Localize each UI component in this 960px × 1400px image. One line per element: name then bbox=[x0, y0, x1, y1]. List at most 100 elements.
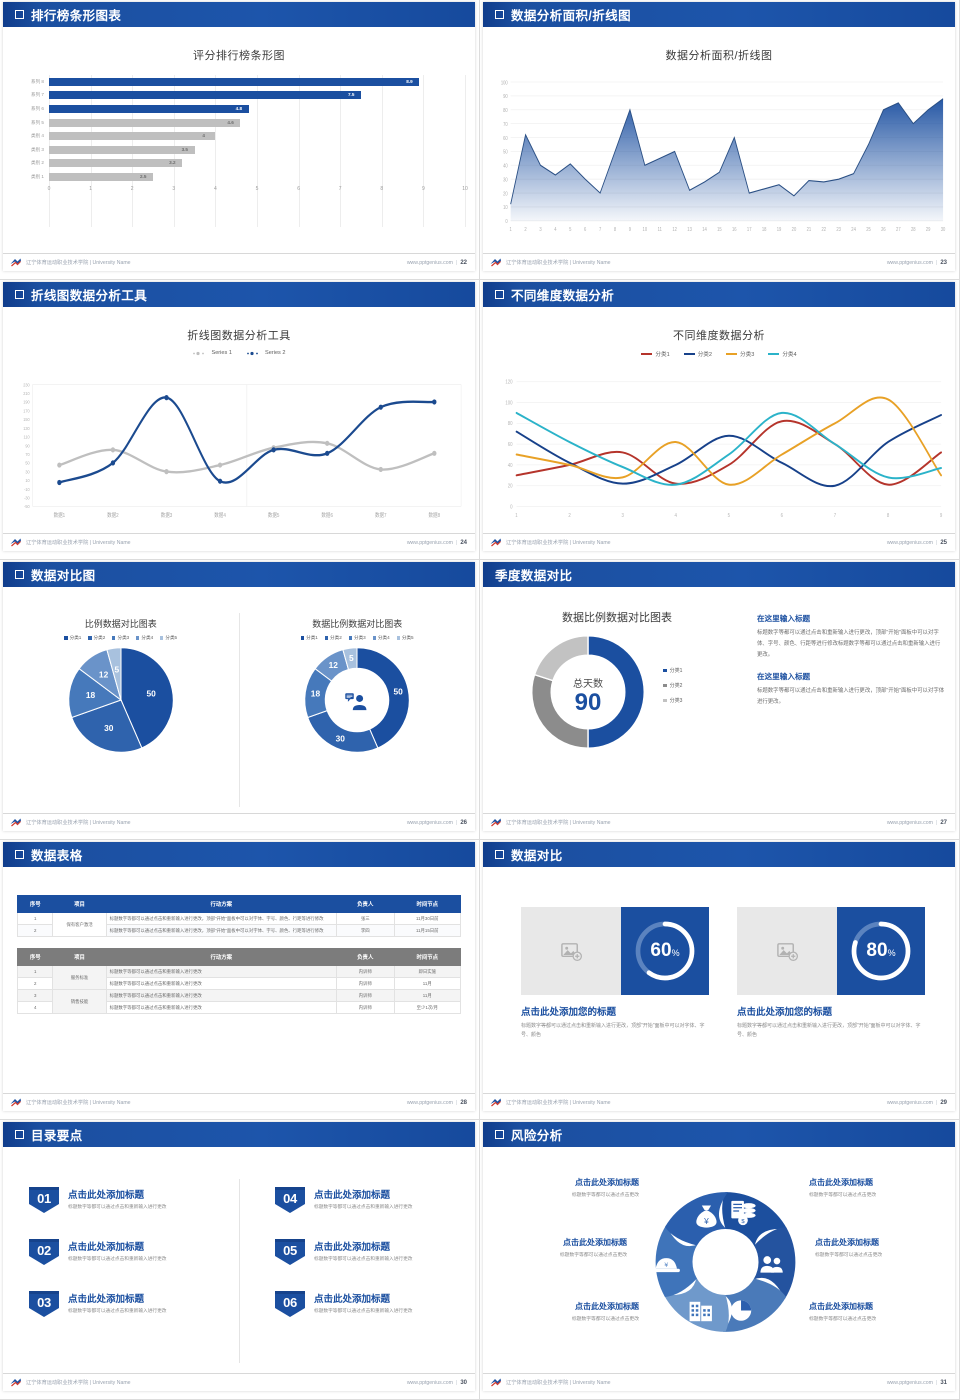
pie-slice[interactable] bbox=[356, 647, 411, 749]
risk-item[interactable]: 点击此处添加标题 标题数字等都可以通过点击更改 bbox=[509, 1301, 639, 1322]
pinwheel-segment[interactable] bbox=[664, 1192, 728, 1246]
footer-site[interactable]: www.pptgenius.com bbox=[886, 819, 933, 826]
pie-slice[interactable] bbox=[120, 647, 174, 749]
legend-marker bbox=[247, 351, 258, 355]
legend-item[interactable]: 分类1 bbox=[663, 667, 682, 674]
series-point bbox=[57, 462, 62, 468]
catalog-item[interactable]: 02 点击此处添加标题 标题数字等都可以通过点击和重新输入进行更改 bbox=[29, 1239, 229, 1265]
footer-site[interactable]: www.pptgenius.com bbox=[406, 1099, 453, 1106]
slide-header-title: 折线图数据分析工具 bbox=[31, 289, 148, 303]
footer-site[interactable]: www.pptgenius.com bbox=[406, 819, 453, 826]
axis-tick: 29 bbox=[926, 226, 931, 233]
legend-item[interactable]: 分类4 bbox=[768, 350, 797, 358]
risk-item[interactable]: 点击此处添加标题 标题数字等都可以通过点击更改 bbox=[509, 1177, 639, 1198]
footer-site[interactable]: www.pptgenius.com bbox=[406, 539, 453, 546]
axis-tick: 70 bbox=[503, 121, 508, 128]
pie-slice[interactable] bbox=[67, 667, 122, 719]
legend-item[interactable]: 分类5 bbox=[160, 635, 177, 641]
logo-icon bbox=[10, 538, 21, 547]
legend-item[interactable]: 分类4 bbox=[136, 635, 153, 641]
table-row: 1 服务标准 标题数字等都可以通过点击和重新输入进行更改 内训师 即日实施 bbox=[16, 965, 462, 990]
legend-item[interactable]: 分类1 bbox=[64, 635, 81, 641]
bar-value: 3.2 bbox=[169, 160, 176, 166]
risk-item[interactable]: 点击此处添加标题 标题数字等都可以通过点击更改 bbox=[809, 1177, 939, 1198]
bar-fill bbox=[49, 104, 249, 113]
catalog-number: 04 bbox=[283, 1191, 297, 1206]
legend-item[interactable]: 分类2 bbox=[88, 635, 105, 641]
progress-ring-block: 60% bbox=[621, 907, 709, 995]
risk-title: 点击此处添加标题 bbox=[809, 1178, 873, 1187]
bar-track: 4.6 bbox=[49, 118, 465, 127]
pie-slice[interactable] bbox=[70, 699, 143, 753]
slide-catalog: 目录要点 01 点击此处添加标题 标题数字等都可以通过点击和重新输入进行更改 02 点击… bbox=[0, 1120, 480, 1400]
series-point bbox=[378, 466, 383, 473]
footer-separator: | bbox=[935, 819, 938, 826]
legend-item[interactable]: Series 2 bbox=[246, 350, 286, 356]
svg-text:$: $ bbox=[741, 1219, 745, 1225]
footer-site[interactable]: www.pptgenius.com bbox=[886, 259, 933, 266]
axis-tick: 60 bbox=[503, 135, 508, 142]
legend-item[interactable]: 分类4 bbox=[372, 635, 390, 641]
legend-item[interactable]: 分类3 bbox=[112, 635, 129, 641]
catalog-desc: 标题数字等都可以通过点击和重新输入进行更改 bbox=[314, 1308, 413, 1313]
slide-header-title: 数据表格 bbox=[31, 849, 83, 863]
compare-card[interactable]: 80% 点击此处添加您的标题 标题数字等都可以通过点击和重新输入进行更改，顶部"… bbox=[737, 907, 927, 1041]
cell-owner: 内训师 bbox=[335, 977, 395, 990]
grid-line bbox=[381, 75, 383, 227]
legend-item[interactable]: 分类1 bbox=[300, 635, 318, 641]
footer-site[interactable]: www.pptgenius.com bbox=[406, 259, 453, 266]
donut-slice[interactable] bbox=[533, 635, 589, 682]
pie-slice[interactable] bbox=[307, 709, 379, 753]
legend-item[interactable]: 分类3 bbox=[348, 635, 366, 641]
pie-slice[interactable] bbox=[106, 647, 122, 701]
legend-label: 分类3 bbox=[117, 635, 130, 640]
image-placeholder[interactable] bbox=[521, 907, 621, 995]
legend-item[interactable]: 分类5 bbox=[396, 635, 414, 641]
catalog-item[interactable]: 05 点击此处添加标题 标题数字等都可以通过点击和重新输入进行更改 bbox=[275, 1239, 475, 1265]
footer-site[interactable]: www.pptgenius.com bbox=[886, 1379, 933, 1386]
catalog-title: 点击此处添加标题 bbox=[68, 1190, 145, 1201]
catalog-item[interactable]: 04 点击此处添加标题 标题数字等都可以通过点击和重新输入进行更改 bbox=[275, 1187, 475, 1213]
legend-item[interactable]: 分类2 bbox=[683, 350, 712, 358]
catalog-number: 02 bbox=[37, 1243, 51, 1258]
axis-tick: 170 bbox=[23, 408, 30, 413]
legend-item[interactable]: 分类3 bbox=[663, 697, 682, 704]
axis-tick: 190 bbox=[23, 399, 30, 404]
catalog-item[interactable]: 06 点击此处添加标题 标题数字等都可以通过点击和重新输入进行更改 bbox=[275, 1291, 475, 1317]
slide-footer: 辽宁体育运动职业技术学院 | University Name www.pptge… bbox=[483, 1093, 955, 1111]
legend-item[interactable]: 分类2 bbox=[324, 635, 342, 641]
logo-icon bbox=[10, 818, 21, 827]
pie-slice[interactable] bbox=[342, 647, 358, 671]
footer-site[interactable]: www.pptgenius.com bbox=[886, 1099, 933, 1106]
axis-tick: 16 bbox=[732, 226, 737, 233]
legend-item[interactable]: 分类1 bbox=[641, 350, 670, 358]
legend-item[interactable]: 分类2 bbox=[663, 682, 682, 689]
axis-tick: 9 bbox=[940, 513, 943, 520]
catalog-item[interactable]: 01 点击此处添加标题 标题数字等都可以通过点击和重新输入进行更改 bbox=[29, 1187, 229, 1213]
catalog-item[interactable]: 03 点击此处添加标题 标题数字等都可以通过点击和重新输入进行更改 bbox=[29, 1291, 229, 1317]
footer-separator: | bbox=[455, 259, 458, 266]
legend-marker bbox=[396, 636, 400, 640]
svg-text:¥: ¥ bbox=[664, 1262, 668, 1269]
donut-slice[interactable] bbox=[587, 635, 645, 749]
risk-item[interactable]: 点击此处添加标题 标题数字等都可以通过点击更改 bbox=[809, 1301, 939, 1322]
pinwheel-segment[interactable] bbox=[655, 1224, 698, 1297]
legend-item[interactable]: 分类3 bbox=[726, 350, 754, 358]
cell-no: 2 bbox=[16, 924, 54, 937]
bar-track: 2.5 bbox=[49, 172, 465, 181]
pie-chart-icon bbox=[730, 1300, 752, 1321]
table-header-cell: 项目 bbox=[52, 948, 107, 966]
axis-tick: 11 bbox=[658, 226, 663, 233]
bar-chart: 系列 8 8.9 系列 7 7.5 系列 6 4.8 系列 5 4.6 类别 4 4 类别 3 3.5… bbox=[9, 75, 468, 239]
pie-value-label: 30 bbox=[104, 723, 114, 733]
risk-item[interactable]: 点击此处添加标题 标题数字等都可以通过点击更改 bbox=[497, 1237, 627, 1258]
card-description: 标题数字等都可以通过点击和重新输入进行更改，顶部"开始"面板中可以对字体、字号、… bbox=[521, 1023, 705, 1039]
risk-desc: 标题数字等都可以通过点击更改 bbox=[571, 1317, 639, 1322]
slide-header-title: 季度数据对比 bbox=[495, 569, 573, 583]
footer-site[interactable]: www.pptgenius.com bbox=[886, 539, 933, 546]
legend-item[interactable]: Series 1 bbox=[192, 350, 232, 356]
footer-site[interactable]: www.pptgenius.com bbox=[406, 1379, 453, 1386]
image-placeholder[interactable] bbox=[737, 907, 837, 995]
compare-card[interactable]: 60% 点击此处添加您的标题 标题数字等都可以通过点击和重新输入进行更改，顶部"… bbox=[521, 907, 711, 1041]
risk-item[interactable]: 点击此处添加标题 标题数字等都可以通过点击更改 bbox=[815, 1237, 945, 1258]
